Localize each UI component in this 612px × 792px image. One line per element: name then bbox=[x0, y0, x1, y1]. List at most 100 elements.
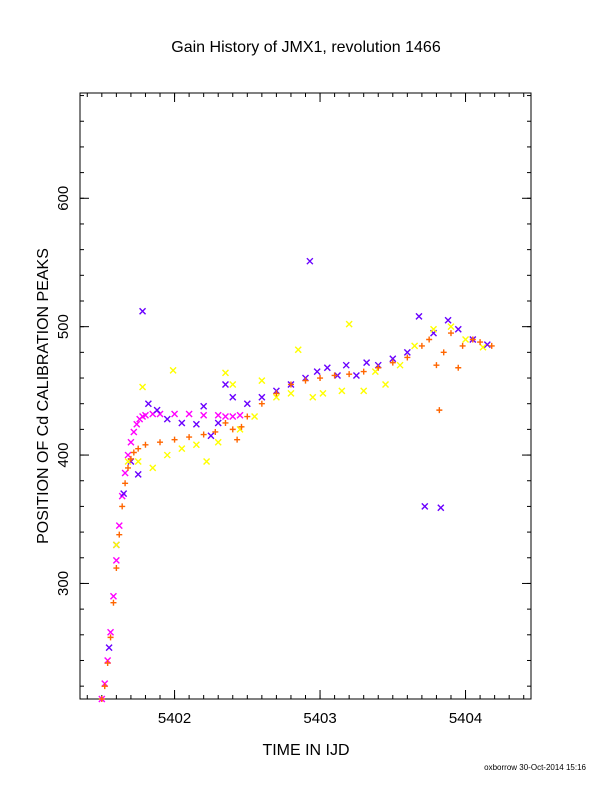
data-point bbox=[119, 503, 126, 510]
data-point bbox=[323, 364, 331, 372]
x-tick-label: 5403 bbox=[303, 710, 336, 727]
data-point bbox=[169, 366, 177, 374]
series-2 bbox=[105, 257, 491, 652]
data-point bbox=[447, 330, 454, 337]
data-point bbox=[363, 359, 371, 367]
data-point bbox=[127, 438, 135, 446]
data-point bbox=[306, 257, 314, 265]
data-point bbox=[139, 307, 147, 315]
data-point bbox=[479, 343, 487, 351]
data-point bbox=[229, 380, 237, 388]
data-point bbox=[243, 400, 251, 408]
data-point bbox=[421, 502, 429, 510]
data-point bbox=[130, 449, 137, 456]
data-point bbox=[436, 407, 443, 414]
data-point bbox=[163, 415, 171, 423]
data-point bbox=[192, 420, 200, 428]
data-point bbox=[411, 342, 419, 350]
data-point bbox=[104, 660, 111, 667]
data-point bbox=[221, 413, 229, 421]
data-point bbox=[418, 342, 425, 349]
series-3 bbox=[112, 320, 487, 549]
data-point bbox=[272, 393, 280, 401]
data-point bbox=[258, 400, 265, 407]
data-point bbox=[112, 541, 120, 549]
data-point bbox=[415, 312, 423, 320]
data-point bbox=[430, 325, 438, 333]
data-point bbox=[454, 325, 462, 333]
data-point bbox=[141, 411, 149, 419]
data-point bbox=[440, 349, 447, 356]
data-point bbox=[345, 320, 353, 328]
data-point bbox=[121, 469, 129, 477]
data-point bbox=[221, 369, 229, 377]
x-tick-label: 5404 bbox=[449, 710, 482, 727]
data-point bbox=[116, 531, 123, 538]
data-point bbox=[178, 419, 186, 427]
data-point bbox=[105, 644, 113, 652]
x-axis-label: TIME IN IJD bbox=[262, 742, 349, 759]
data-point bbox=[107, 628, 115, 636]
data-point bbox=[192, 441, 200, 449]
data-point bbox=[207, 432, 215, 440]
data-point bbox=[251, 413, 259, 421]
data-series bbox=[98, 257, 495, 703]
data-point bbox=[113, 565, 120, 572]
y-tick-label: 500 bbox=[55, 314, 72, 339]
data-point bbox=[186, 434, 193, 441]
data-point bbox=[124, 451, 132, 459]
data-point bbox=[396, 361, 404, 369]
data-point bbox=[200, 431, 207, 438]
data-point bbox=[360, 387, 368, 395]
data-point bbox=[122, 480, 129, 487]
data-point bbox=[214, 438, 222, 446]
data-point bbox=[389, 359, 396, 366]
data-point bbox=[319, 389, 327, 397]
data-point bbox=[375, 364, 382, 371]
data-point bbox=[135, 445, 142, 452]
data-point bbox=[488, 342, 495, 349]
data-point bbox=[389, 355, 397, 363]
chart-title: Gain History of JMX1, revolution 1466 bbox=[171, 39, 441, 56]
data-point bbox=[403, 348, 411, 356]
data-point bbox=[133, 420, 141, 428]
data-point bbox=[200, 411, 208, 419]
data-point bbox=[229, 393, 237, 401]
data-point bbox=[352, 371, 360, 379]
data-point bbox=[236, 411, 244, 419]
data-point bbox=[469, 336, 476, 343]
axis-ticks bbox=[80, 93, 531, 699]
data-point bbox=[258, 393, 266, 401]
series-1 bbox=[98, 410, 244, 703]
data-point bbox=[287, 381, 294, 388]
data-point bbox=[462, 336, 470, 344]
data-point bbox=[433, 362, 440, 369]
data-point bbox=[120, 490, 128, 498]
data-point bbox=[130, 428, 138, 436]
data-point bbox=[178, 445, 186, 453]
data-point bbox=[134, 457, 142, 465]
data-point bbox=[200, 402, 208, 410]
data-point bbox=[214, 411, 222, 419]
data-point bbox=[212, 428, 219, 435]
data-point bbox=[153, 406, 161, 414]
y-axis-label: POSITION OF Cd CALIBRATION PEAKS bbox=[35, 248, 52, 544]
data-point bbox=[98, 696, 105, 702]
data-point bbox=[459, 342, 466, 349]
data-point bbox=[404, 354, 411, 361]
data-point bbox=[455, 364, 462, 371]
data-point bbox=[163, 451, 171, 459]
series-4 bbox=[98, 330, 495, 702]
data-point bbox=[287, 389, 295, 397]
data-point bbox=[134, 470, 142, 478]
data-point bbox=[222, 419, 229, 426]
data-point bbox=[157, 439, 164, 446]
data-point bbox=[346, 371, 353, 378]
y-tick-label: 600 bbox=[55, 186, 72, 211]
data-point bbox=[371, 368, 379, 376]
tick-labels: 5402 5403 5404 300 400 500 600 bbox=[55, 186, 482, 727]
y-tick-label: 300 bbox=[55, 571, 72, 596]
data-point bbox=[234, 436, 241, 443]
data-point bbox=[244, 413, 251, 420]
